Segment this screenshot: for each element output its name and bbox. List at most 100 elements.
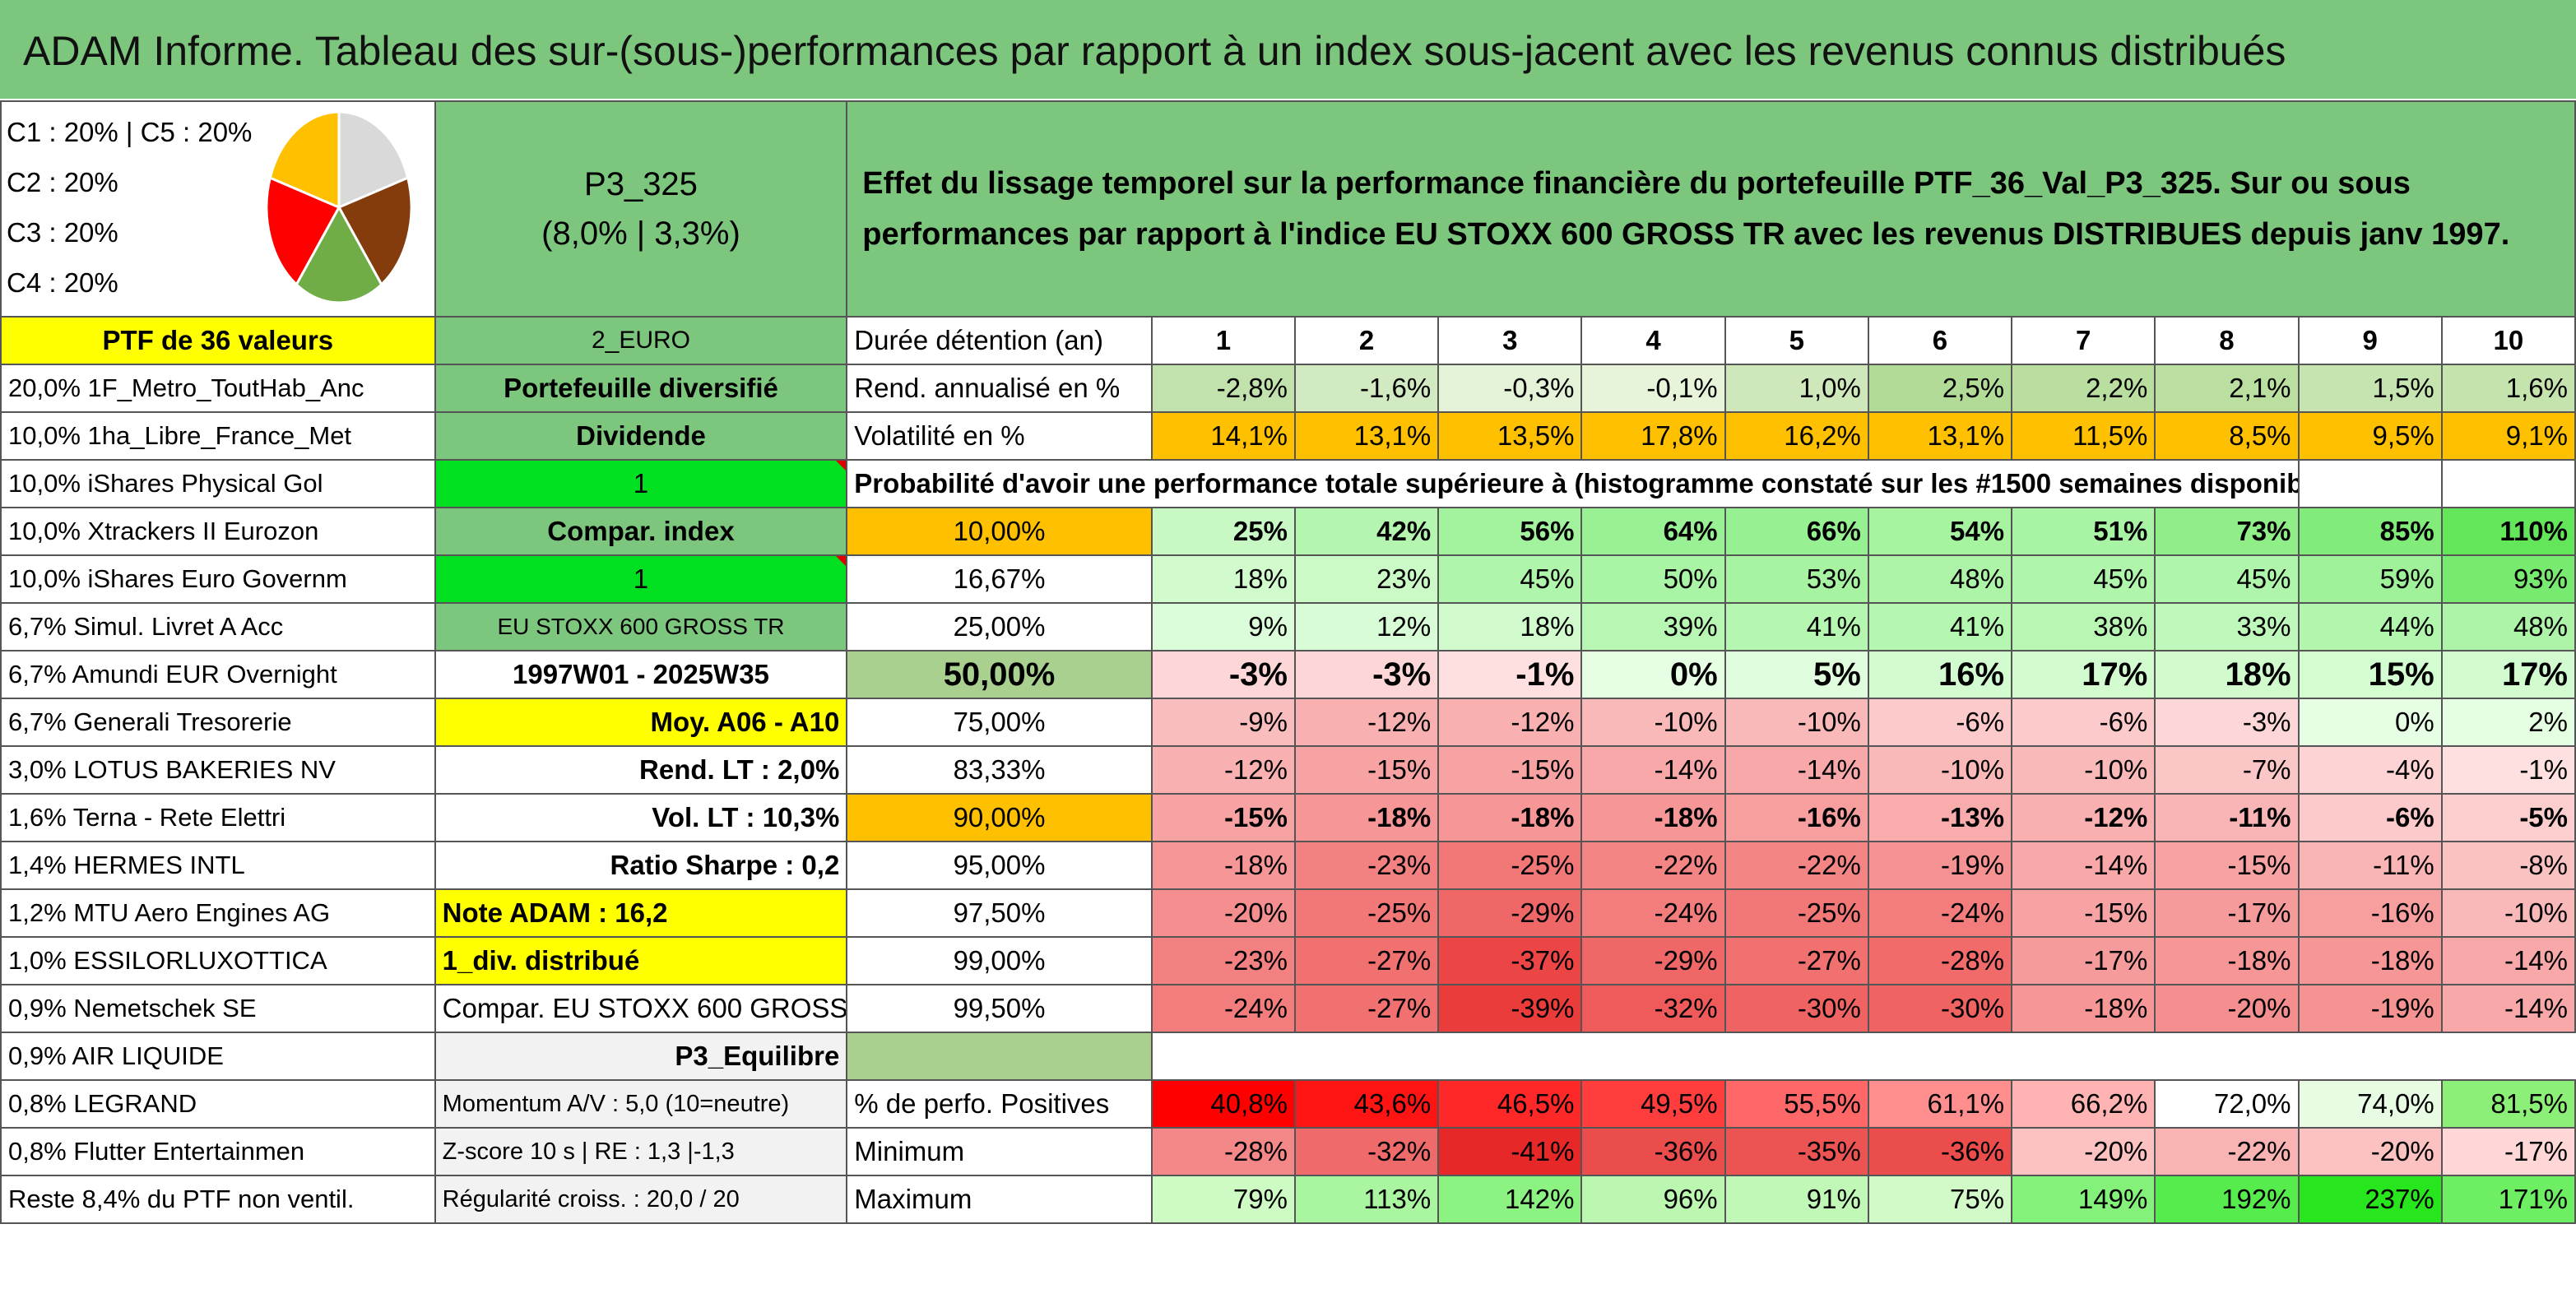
holding-item: Reste 8,4% du PTF non ventil.	[0, 1175, 436, 1224]
vol-value: 8,5%	[2154, 411, 2300, 461]
info-item: Dividende	[434, 411, 848, 461]
percentile-value: -27%	[1724, 936, 1869, 985]
info-item: Vol. LT : 10,3%	[434, 793, 848, 842]
title-bar: ADAM Informe. Tableau des sur-(sous-)per…	[0, 0, 2576, 99]
pie-slice-c5	[268, 110, 341, 210]
table-row: 0,8% LEGRAND Momentum A/V : 5,0 (10=neutr…	[0, 1079, 2576, 1129]
percentile-value: 9%	[1150, 602, 1296, 651]
holding-item: 0,9% AIR LIQUIDE	[0, 1032, 436, 1081]
positives-value: 43,6%	[1293, 1079, 1440, 1129]
table-row: 1,6% Terna - Rete Elettri Vol. LT : 10,3%…	[0, 793, 2576, 842]
year-header: 1	[1150, 316, 1296, 365]
info-item: Moy. A06 - A10	[434, 698, 848, 747]
vol-value: 9,5%	[2297, 411, 2443, 461]
percentile-value: 93%	[2440, 554, 2576, 604]
percentile-value: -29%	[1437, 888, 1583, 938]
percentile-value: -24%	[1150, 984, 1296, 1033]
max-value: 75%	[1867, 1175, 2013, 1224]
percentile-value: 25%	[1150, 507, 1296, 556]
table-row: 0,9% AIR LIQUIDE P3_Equilibre	[0, 1032, 2575, 1081]
currency-label: 2_EURO	[434, 316, 848, 365]
min-value: -41%	[1437, 1127, 1583, 1176]
percentile-value: 48%	[2440, 602, 2576, 651]
percentile-value: -10%	[2011, 745, 2156, 795]
percentile-value: -25%	[1437, 841, 1583, 890]
vol-value: 17,8%	[1580, 411, 1726, 461]
rend-value: 1,6%	[2440, 364, 2576, 413]
rend-value: 1,0%	[1724, 364, 1869, 413]
percentile-value: 5%	[1724, 650, 1869, 699]
rend-value: 2,2%	[2011, 364, 2156, 413]
positives-value: 55,5%	[1724, 1079, 1869, 1129]
table-row: PTF de 36 valeurs 2_EURO Durée détention (…	[0, 316, 2576, 365]
percentile-value: -4%	[2297, 745, 2443, 795]
percentile-value: -28%	[1867, 936, 2013, 985]
info-item: P3_Equilibre	[434, 1032, 848, 1081]
holding-item: 10,0% iShares Physical Gol	[0, 459, 436, 508]
table-row: 3,0% LOTUS BAKERIES NV Rend. LT : 2,0% 83,…	[0, 745, 2576, 795]
percentile-value: 18%	[1437, 602, 1583, 651]
min-value: -35%	[1724, 1127, 1869, 1176]
allocation-pie-chart	[265, 110, 413, 304]
table-row: 10,0% Xtrackers II Eurozon Compar. index 1…	[0, 507, 2576, 556]
allocation-cell: C1 : 20% | C5 : 20% C2 : 20% C3 : 20% C4…	[0, 100, 436, 318]
allocation-list: C1 : 20% | C5 : 20% C2 : 20% C3 : 20% C4…	[7, 107, 252, 308]
percentile-value: 64%	[1580, 507, 1726, 556]
vol-value: 13,1%	[1293, 411, 1440, 461]
percentile-value: -15%	[1150, 793, 1296, 842]
year-header: 4	[1580, 316, 1726, 365]
year-header: 8	[2154, 316, 2300, 365]
percentile-value: -3%	[1293, 650, 1440, 699]
info-item: Ratio Sharpe : 0,2	[434, 841, 848, 890]
year-header: 6	[1867, 316, 2013, 365]
percentile-label: 95,00%	[846, 841, 1153, 890]
percentile-value: -10%	[1724, 698, 1869, 747]
percentile-value: -15%	[1437, 745, 1583, 795]
positives-value: 66,2%	[2011, 1079, 2156, 1129]
percentile-value: 56%	[1437, 507, 1583, 556]
info-item: Rend. LT : 2,0%	[434, 745, 848, 795]
holding-item: 20,0% 1F_Metro_ToutHab_Anc	[0, 364, 436, 413]
percentile-value: -20%	[1150, 888, 1296, 938]
year-header: 3	[1437, 316, 1583, 365]
portfolio-name: P3_325	[584, 166, 698, 202]
info-item: 1	[434, 459, 848, 508]
table-row: 10,0% iShares Physical Gol 1 Probabilité d…	[0, 459, 2576, 508]
percentile-value: -5%	[2440, 793, 2576, 842]
pie-slice-c2	[337, 176, 413, 287]
percentile-value: 48%	[1867, 554, 2013, 604]
percentile-value: -20%	[2154, 984, 2300, 1033]
info-item: Note ADAM : 16,2	[434, 888, 848, 938]
holding-item: 0,8% LEGRAND	[0, 1079, 436, 1129]
portfolio-cell: P3_325 (8,0% | 3,3%)	[434, 100, 848, 318]
holding-item: 1,0% ESSILORLUXOTTICA	[0, 936, 436, 985]
holding-item: 6,7% Generali Tresorerie	[0, 698, 436, 747]
rend-value: -1,6%	[1293, 364, 1440, 413]
year-header: 2	[1293, 316, 1440, 365]
rend-value: -0,3%	[1437, 364, 1583, 413]
percentile-value: -18%	[1437, 793, 1583, 842]
percentile-value: -14%	[2011, 841, 2156, 890]
percentile-value: 12%	[1293, 602, 1440, 651]
info-item: Portefeuille diversifié	[434, 364, 848, 413]
percentile-value: -23%	[1293, 841, 1440, 890]
percentile-value: -11%	[2154, 793, 2300, 842]
max-value: 96%	[1580, 1175, 1726, 1224]
vol-value: 14,1%	[1150, 411, 1296, 461]
percentile-value: 16%	[1867, 650, 2013, 699]
table-row: Reste 8,4% du PTF non ventil. Régularité …	[0, 1175, 2576, 1224]
max-value: 79%	[1150, 1175, 1296, 1224]
percentile-value: 38%	[2011, 602, 2156, 651]
percentile-value: -37%	[1437, 936, 1583, 985]
max-value: 142%	[1437, 1175, 1583, 1224]
percentile-value: -12%	[1150, 745, 1296, 795]
table-row: 6,7% Amundi EUR Overnight 1997W01 - 2025W…	[0, 650, 2576, 699]
table-row: 6,7% Simul. Livret A Acc EU STOXX 600 GRO…	[0, 602, 2576, 651]
report-title: ADAM Informe. Tableau des sur-(sous-)per…	[23, 28, 2286, 74]
max-value: 237%	[2297, 1175, 2443, 1224]
prob-header: Probabilité d'avoir une performance tota…	[846, 459, 2300, 508]
percentile-value: 33%	[2154, 602, 2300, 651]
max-value: 149%	[2011, 1175, 2156, 1224]
table-row: 0,8% Flutter Entertainmen Z-score 10 s | …	[0, 1127, 2576, 1176]
table-row: 10,0% 1ha_Libre_France_Met Dividende Volat…	[0, 411, 2576, 461]
